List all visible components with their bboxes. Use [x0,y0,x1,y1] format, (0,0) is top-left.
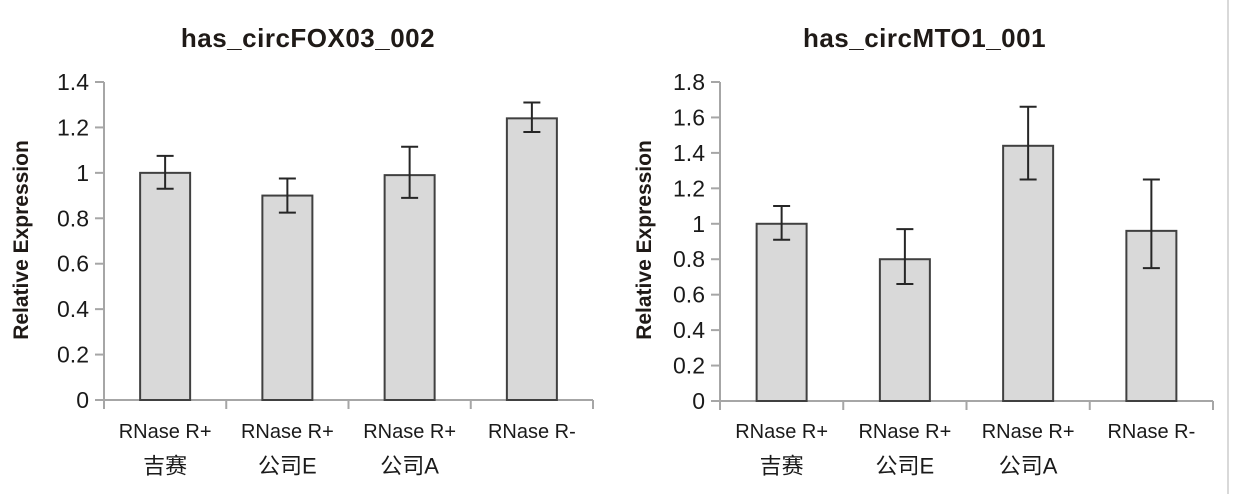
x-category-label: RNase R+ [119,421,212,443]
bar [505,117,558,401]
y-tick-label: 0.6 [673,282,705,308]
bar [1002,144,1055,402]
x-category-label: RNase R- [1107,421,1195,443]
chart-title-left: has_circFOX03_002 [180,23,436,53]
bar-chart-left: 0 0.2 0.4 0.6 0.8 1 1.2 1.4 RNase R+ 吉赛 RNase R+ 公司… [57,69,594,479]
y-tick-label: 1.6 [673,104,705,130]
x-category-sublabel: 公司E [258,454,317,479]
bar-chart-right: 0 0.2 0.4 0.6 0.8 1 1.2 1.4 1.6 1.8 RNase R+ 吉赛 RNas… [673,69,1214,479]
y-tick-label: 0 [76,387,89,413]
y-tick-label: 1.2 [57,114,89,140]
figure-right-border [1227,0,1229,494]
x-category-sublabel: 公司A [999,454,1058,479]
y-tick-label: 0.2 [673,353,705,379]
x-category-label: RNase R+ [735,421,828,443]
y-tick-label: 0.6 [57,251,89,277]
x-category-label: RNase R+ [858,421,951,443]
y-tick-label: 1.4 [673,140,705,166]
x-category-sublabel: 吉赛 [760,454,804,479]
y-tick-label: 0.4 [57,296,89,322]
x-category-sublabel: 公司A [380,454,439,479]
y-tick-label: 0.8 [57,205,89,231]
x-category-label: RNase R+ [982,421,1075,443]
x-category-sublabel: 吉赛 [143,454,187,479]
y-tick-label: 1.4 [57,69,89,95]
y-tick-label: 1 [692,211,705,237]
y-tick-label: 1.8 [673,69,705,95]
y-tick-label: 1.2 [673,175,705,201]
x-category-label: RNase R- [488,421,576,443]
y-tick-label: 1 [76,160,89,186]
y-tick-label: 0.4 [673,317,705,343]
y-tick-label: 0 [692,388,705,414]
x-category-sublabel: 公司E [876,454,935,479]
y-tick-label: 0.8 [673,246,705,272]
bar [261,194,314,401]
bar [139,171,192,401]
chart-title-right: has_circMTO1_001 [802,23,1047,53]
bar [383,174,436,401]
bar [755,222,808,402]
y-tick-label: 0.2 [57,342,89,368]
x-category-label: RNase R+ [241,421,334,443]
x-category-label: RNase R+ [363,421,456,443]
